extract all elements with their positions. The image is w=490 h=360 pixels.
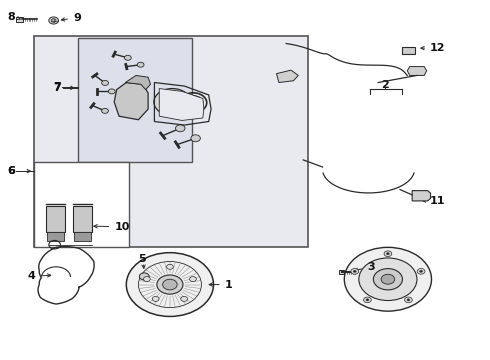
Polygon shape xyxy=(407,67,427,76)
Circle shape xyxy=(49,17,58,24)
Circle shape xyxy=(387,253,390,255)
Circle shape xyxy=(417,269,425,274)
Circle shape xyxy=(101,108,108,113)
Circle shape xyxy=(344,247,432,311)
Circle shape xyxy=(359,258,417,301)
Text: 6: 6 xyxy=(7,166,16,176)
Circle shape xyxy=(108,89,115,94)
Polygon shape xyxy=(48,232,64,241)
Text: 7: 7 xyxy=(53,82,61,92)
Polygon shape xyxy=(73,206,93,232)
Bar xyxy=(34,36,308,247)
Circle shape xyxy=(124,55,131,60)
Text: 12: 12 xyxy=(421,43,445,53)
Text: 3: 3 xyxy=(354,262,375,272)
Polygon shape xyxy=(412,191,431,201)
Circle shape xyxy=(364,297,371,303)
Circle shape xyxy=(160,93,185,111)
Text: 9: 9 xyxy=(61,13,81,23)
Polygon shape xyxy=(74,232,91,241)
Circle shape xyxy=(157,275,183,294)
Polygon shape xyxy=(276,70,298,82)
Text: 10: 10 xyxy=(94,222,129,232)
Text: 2: 2 xyxy=(382,80,390,90)
FancyBboxPatch shape xyxy=(340,270,344,274)
Circle shape xyxy=(191,135,200,142)
Circle shape xyxy=(381,274,394,284)
Text: 11: 11 xyxy=(422,195,445,206)
Circle shape xyxy=(351,269,359,274)
Circle shape xyxy=(407,299,410,301)
Circle shape xyxy=(102,81,108,85)
Bar xyxy=(34,162,129,247)
Circle shape xyxy=(137,62,144,67)
Bar xyxy=(402,47,415,54)
Circle shape xyxy=(405,297,412,303)
Circle shape xyxy=(373,269,402,290)
Text: 7: 7 xyxy=(53,83,61,93)
Circle shape xyxy=(181,296,188,301)
Polygon shape xyxy=(125,76,150,90)
Circle shape xyxy=(167,264,173,269)
Circle shape xyxy=(154,89,191,116)
Circle shape xyxy=(384,251,392,257)
Text: 1: 1 xyxy=(209,280,232,289)
FancyBboxPatch shape xyxy=(16,17,23,22)
Circle shape xyxy=(152,296,159,301)
Circle shape xyxy=(126,253,214,316)
Circle shape xyxy=(353,270,356,273)
Polygon shape xyxy=(46,206,65,232)
Circle shape xyxy=(144,276,150,282)
Bar xyxy=(78,38,192,162)
Polygon shape xyxy=(159,89,204,121)
Circle shape xyxy=(139,273,149,280)
Circle shape xyxy=(419,270,422,273)
Text: 8: 8 xyxy=(7,12,15,22)
Text: 6: 6 xyxy=(7,166,16,176)
Circle shape xyxy=(190,276,196,282)
Text: 5: 5 xyxy=(139,254,146,264)
Polygon shape xyxy=(114,82,148,120)
Circle shape xyxy=(366,299,369,301)
Circle shape xyxy=(163,279,177,290)
Text: 4: 4 xyxy=(28,271,51,282)
Circle shape xyxy=(51,19,56,22)
Circle shape xyxy=(175,125,185,132)
